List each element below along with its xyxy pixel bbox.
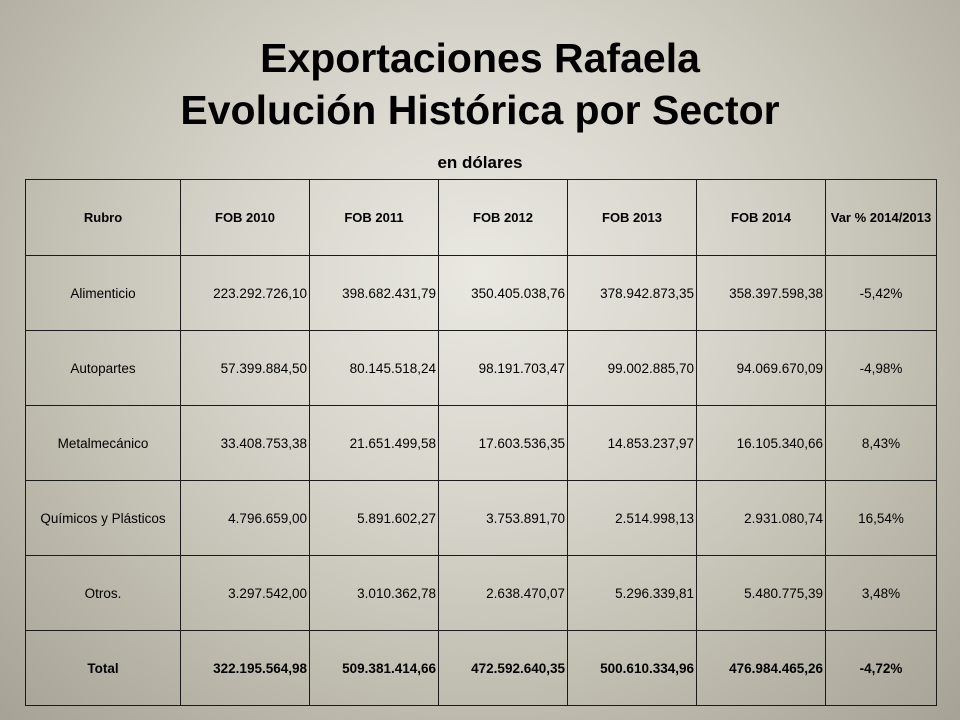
cell-fob-2012: 98.191.703,47 [438,330,568,406]
cell-rubro: Metalmecánico [25,405,181,481]
cell-total-fob-2011: 509.381.414,66 [309,630,439,706]
cell-total-fob-2013: 500.610.334,96 [567,630,697,706]
cell-fob-2010: 223.292.726,10 [180,255,310,331]
table-row: Químicos y Plásticos 4.796.659,00 5.891.… [25,480,937,556]
cell-fob-2012: 2.638.470,07 [438,555,568,631]
cell-fob-2012: 3.753.891,70 [438,480,568,556]
cell-fob-2013: 378.942.873,35 [567,255,697,331]
total-row: Total 322.195.564,98 509.381.414,66 472.… [25,630,937,706]
table-row: Otros. 3.297.542,00 3.010.362,78 2.638.4… [25,555,937,631]
cell-rubro: Alimenticio [25,255,181,331]
table-row: Autopartes 57.399.884,50 80.145.518,24 9… [25,330,937,406]
header-row: Rubro FOB 2010 FOB 2011 FOB 2012 FOB 201… [25,179,937,256]
cell-fob-2010: 4.796.659,00 [180,480,310,556]
cell-fob-2013: 2.514.998,13 [567,480,697,556]
cell-total-fob-2010: 322.195.564,98 [180,630,310,706]
title-line-1: Exportaciones Rafaela [260,35,700,81]
cell-fob-2012: 350.405.038,76 [438,255,568,331]
exports-table: Rubro FOB 2010 FOB 2011 FOB 2012 FOB 201… [25,179,937,706]
header-fob-2011: FOB 2011 [309,179,439,256]
cell-fob-2013: 14.853.237,97 [567,405,697,481]
subtitle: en dólares [437,153,523,172]
cell-fob-2014: 16.105.340,66 [696,405,826,481]
table-row: Metalmecánico 33.408.753,38 21.651.499,5… [25,405,937,481]
header-fob-2010: FOB 2010 [180,179,310,256]
header-fob-2012: FOB 2012 [438,179,568,256]
cell-rubro: Otros. [25,555,181,631]
cell-fob-2011: 3.010.362,78 [309,555,439,631]
cell-var: 16,54% [825,480,937,556]
cell-fob-2014: 5.480.775,39 [696,555,826,631]
cell-fob-2011: 5.891.602,27 [309,480,439,556]
cell-fob-2011: 398.682.431,79 [309,255,439,331]
cell-fob-2014: 2.931.080,74 [696,480,826,556]
header-var-label: Var % 2014/2013 [830,209,932,225]
cell-fob-2011: 21.651.499,58 [309,405,439,481]
header-fob-2013: FOB 2013 [567,179,697,256]
cell-fob-2010: 3.297.542,00 [180,555,310,631]
header-rubro: Rubro [25,179,181,256]
title-line-2: Evolución Histórica por Sector [180,87,780,133]
cell-fob-2010: 57.399.884,50 [180,330,310,406]
cell-fob-2011: 80.145.518,24 [309,330,439,406]
cell-fob-2013: 5.296.339,81 [567,555,697,631]
header-fob-2014: FOB 2014 [696,179,826,256]
cell-fob-2012: 17.603.536,35 [438,405,568,481]
cell-var: 3,48% [825,555,937,631]
slide-title: Exportaciones Rafaela Evolución Históric… [0,32,960,136]
cell-total-var: -4,72% [825,630,937,706]
table-row: Alimenticio 223.292.726,10 398.682.431,7… [25,255,937,331]
cell-fob-2013: 99.002.885,70 [567,330,697,406]
cell-rubro: Químicos y Plásticos [25,480,181,556]
cell-total-fob-2014: 476.984.465,26 [696,630,826,706]
cell-var: 8,43% [825,405,937,481]
cell-var: -5,42% [825,255,937,331]
header-var: Var % 2014/2013 [825,179,937,256]
cell-var: -4,98% [825,330,937,406]
cell-total-label: Total [25,630,181,706]
cell-fob-2010: 33.408.753,38 [180,405,310,481]
cell-total-fob-2012: 472.592.640,35 [438,630,568,706]
cell-rubro: Autopartes [25,330,181,406]
cell-fob-2014: 358.397.598,38 [696,255,826,331]
cell-fob-2014: 94.069.670,09 [696,330,826,406]
